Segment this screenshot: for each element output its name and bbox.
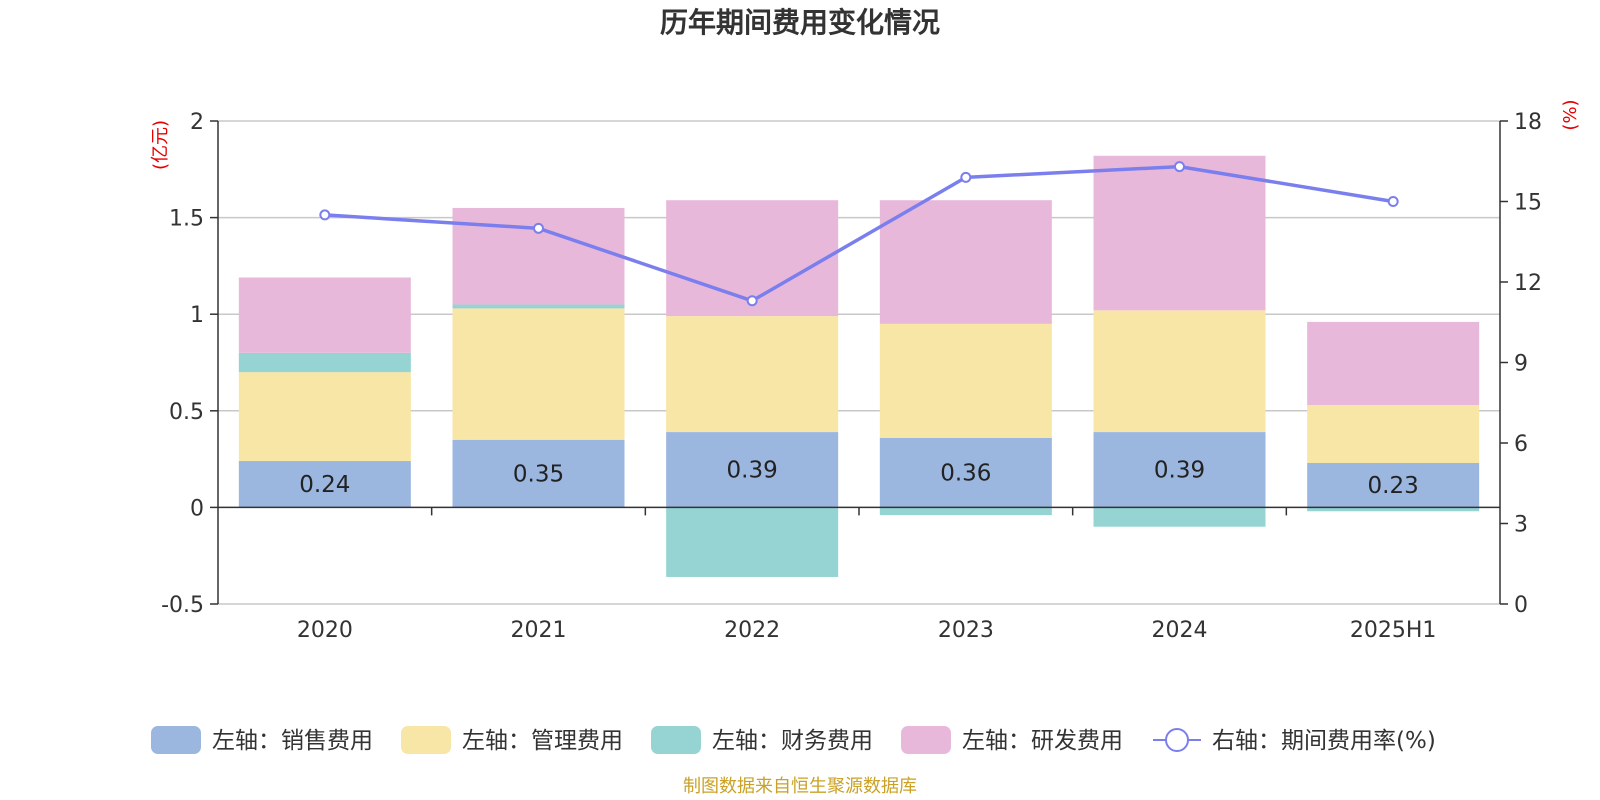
legend-label: 左轴：销售费用 [212,728,373,754]
right-tick-label: 9 [1514,352,1528,377]
bar-segment [238,461,411,508]
rate-line [324,164,1394,303]
rate-point [746,295,758,307]
bar-segment [452,207,625,305]
rate-point [533,222,544,234]
right-axis-unit: (%) [1560,99,1581,130]
left-tick-label: 0.5 [169,400,204,425]
category-label: 2023 [938,618,994,643]
bar-segment [1307,507,1480,512]
bar-value-label: 0.24 [299,472,350,498]
category-label: 2024 [1152,618,1208,643]
legend-label: 右轴：期间费用率(%) [1212,728,1436,754]
bar-segment [452,439,625,508]
left-tick-label: 1 [190,303,204,328]
rate-point [1387,196,1399,207]
category-label: 2020 [297,618,353,643]
bar-value-label: 0.23 [1368,473,1419,499]
bar-value-label: 0.39 [727,458,778,484]
bar-segment [879,323,1052,438]
legend-swatch [651,726,701,754]
legend-swatch [151,726,201,754]
left-axis-unit: (亿元) [150,120,171,170]
bars [238,155,1480,577]
bar-segment [238,352,411,373]
axes: -0.5 0 0.5 1 1.5 2 0 3 6 9 12 15 18 2020 2021 2022 2023 2… [161,110,1542,643]
left-tick-label: 1.5 [169,207,204,232]
left-tick-label: -0.5 [161,593,204,618]
category-label: 2025H1 [1350,618,1437,643]
bar-value-label: 0.35 [513,462,564,488]
bar-segment [238,277,411,353]
bar-segment [1093,432,1266,508]
bar-segment [666,507,839,577]
bar-labels: 0.24 0.35 0.39 0.36 0.39 0.23 [299,458,1419,499]
right-tick-label: 15 [1514,191,1542,216]
bar-segment [1093,310,1266,433]
legend-label: 左轴：管理费用 [462,728,623,754]
right-tick-label: 0 [1514,593,1528,618]
legend-label: 左轴：研发费用 [962,728,1123,754]
chart-title: 历年期间费用变化情况 [660,6,940,39]
bar-segment [1093,155,1266,311]
legend-marker-swatch [1165,728,1189,752]
bar-segment [666,432,839,508]
right-tick-label: 12 [1514,271,1542,296]
expense-rate-line [319,161,1399,307]
legend-label: 左轴：财务费用 [712,728,873,754]
rate-point [960,171,972,183]
bar-segment [879,200,1052,324]
right-tick-label: 18 [1514,110,1542,135]
bar-segment [666,316,839,433]
grid-lines [218,120,1500,605]
left-tick-label: 2 [190,110,204,135]
right-tick-label: 3 [1514,513,1528,538]
bar-segment [1093,507,1266,527]
bar-value-label: 0.39 [1154,458,1205,484]
bar-segment [238,372,411,462]
category-label: 2021 [511,618,567,643]
source-footer: 制图数据来自恒生聚源数据库 [683,776,917,797]
bar-segment [879,437,1052,508]
legend: 左轴：销售费用 左轴：管理费用 左轴：财务费用 左轴：研发费用 右轴：期间费用率(%) [151,726,1436,754]
bar-segment [879,507,1052,516]
rate-point [1174,161,1185,173]
rate-point [319,209,331,221]
bar-segment [1307,462,1480,508]
bar-segment [452,308,625,440]
category-label: 2022 [724,618,780,643]
legend-swatch [401,726,451,754]
legend-swatch [901,726,951,754]
bar-segment [452,304,625,309]
right-tick-label: 6 [1514,432,1528,457]
bar-value-label: 0.36 [940,461,991,487]
bar-segment [1307,321,1480,406]
left-tick-label: 0 [190,496,204,521]
bar-segment [1307,405,1480,463]
